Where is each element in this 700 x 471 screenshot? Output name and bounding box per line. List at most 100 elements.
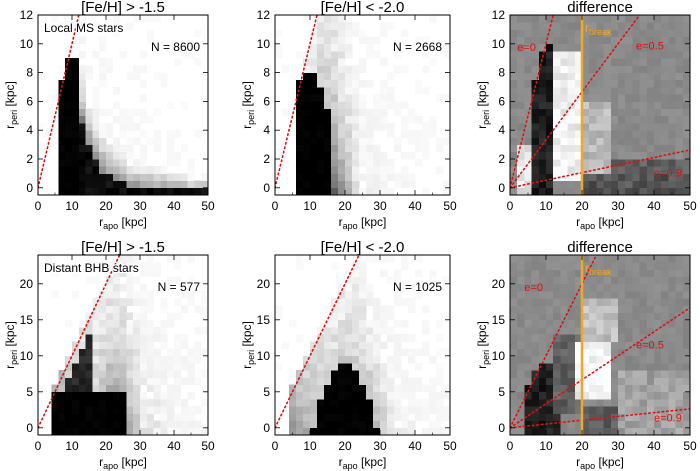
heatmap-cell [589, 130, 597, 138]
heatmap-cell [618, 291, 626, 299]
heatmap-cell [58, 166, 66, 174]
heatmap-cell [531, 262, 540, 270]
heatmap-cell [415, 130, 423, 138]
y-tick-label: 12 [257, 8, 271, 22]
heatmap-cell [625, 137, 633, 145]
heatmap-cell [338, 72, 346, 81]
heatmap-cell [373, 159, 381, 167]
heatmap-cell [352, 305, 360, 313]
heatmap-cell [510, 327, 518, 335]
heatmap-cell [560, 363, 568, 371]
heatmap-cell [112, 384, 120, 393]
heatmap-cell [345, 298, 353, 306]
heatmap-cell [524, 420, 532, 429]
heatmap-cell [415, 144, 423, 153]
heatmap-cell [72, 166, 80, 174]
heatmap-cell [146, 187, 154, 195]
heatmap-cell [317, 166, 325, 174]
heatmap-cell [632, 384, 640, 393]
y-tick-label: 2 [26, 152, 33, 166]
heatmap-cell [303, 159, 311, 167]
heatmap-cell [639, 262, 648, 270]
heatmap-cell [153, 262, 161, 270]
heatmap-cell [675, 144, 684, 153]
heatmap-cell [675, 123, 684, 131]
heatmap-cell [618, 363, 626, 371]
heatmap-cell [589, 391, 597, 400]
heatmap-cell [153, 108, 161, 117]
heatmap-cell [668, 262, 676, 270]
heatmap-cell [682, 298, 690, 306]
heatmap-cell [574, 291, 583, 299]
heatmap-cell [639, 384, 648, 393]
heatmap-cell [119, 159, 127, 167]
heatmap-cell [317, 137, 325, 145]
heatmap-cell [380, 305, 388, 313]
heatmap-cell [160, 370, 168, 378]
heatmap-cell [126, 399, 134, 407]
heatmap-cell [331, 413, 339, 421]
heatmap-cell [112, 334, 120, 342]
heatmap-cell [51, 420, 59, 429]
heatmap-cell [574, 15, 583, 23]
heatmap-cell [338, 144, 346, 153]
heatmap-cell [112, 262, 120, 270]
heatmap-cell [78, 166, 86, 174]
heatmap-cell [317, 180, 325, 189]
heatmap-cell [639, 391, 648, 400]
heatmap-cell [603, 283, 612, 292]
heatmap-cell [553, 180, 561, 189]
heatmap-cell [153, 72, 161, 81]
heatmap-cell [610, 151, 619, 160]
heatmap-cell [160, 391, 168, 400]
y-tick-label: 0 [263, 421, 270, 435]
heatmap-cell [625, 413, 633, 421]
heatmap-cell [646, 427, 655, 435]
heatmap-cell [352, 399, 360, 407]
heatmap-cell [682, 58, 690, 66]
heatmap-cell [352, 87, 360, 95]
heatmap-cell [422, 319, 430, 328]
heatmap-cells [510, 15, 690, 195]
heatmap-cell [531, 399, 540, 407]
heatmap-cell [126, 276, 134, 285]
heatmap-cell [610, 15, 619, 23]
heatmap-cell [338, 36, 346, 45]
heatmap-cell [589, 87, 597, 95]
heatmap-cell [553, 159, 561, 167]
heatmap-cell [324, 65, 332, 73]
heatmap-cell [668, 348, 676, 357]
heatmap-cell [106, 123, 114, 131]
heatmap-cell [187, 420, 195, 429]
heatmap-cell [72, 58, 80, 66]
heatmap-cell [646, 101, 655, 109]
heatmap-cell [72, 427, 80, 435]
heatmap-cell [567, 123, 576, 131]
heatmap-cell [194, 427, 202, 435]
heatmap-cell [510, 262, 518, 270]
heatmap-cell [560, 94, 568, 102]
heatmap-cell [603, 166, 612, 174]
reference-line-e09 [510, 408, 690, 429]
heatmap-cell [668, 58, 676, 66]
heatmap-cell [338, 312, 346, 321]
heatmap-cell [415, 255, 423, 263]
heatmap-cell [546, 58, 554, 66]
heatmap-cell [352, 123, 360, 131]
heatmap-cell [625, 427, 633, 435]
heatmap-cell [654, 377, 662, 385]
heatmap-cell [510, 269, 518, 277]
heatmap-cell [401, 319, 409, 328]
heatmap-cell [345, 79, 353, 88]
heatmap-cell [352, 65, 360, 73]
heatmap-cell [174, 391, 182, 400]
heatmap-cell [338, 180, 346, 189]
heatmap-cell [574, 370, 583, 378]
heatmap-cell [180, 420, 188, 429]
heatmap-cell [324, 384, 332, 393]
heatmap-cell [408, 305, 416, 313]
heatmap-cell [546, 399, 554, 407]
heatmap-cell [567, 137, 576, 145]
heatmap-cell [387, 370, 395, 378]
heatmap-cell [112, 115, 120, 124]
